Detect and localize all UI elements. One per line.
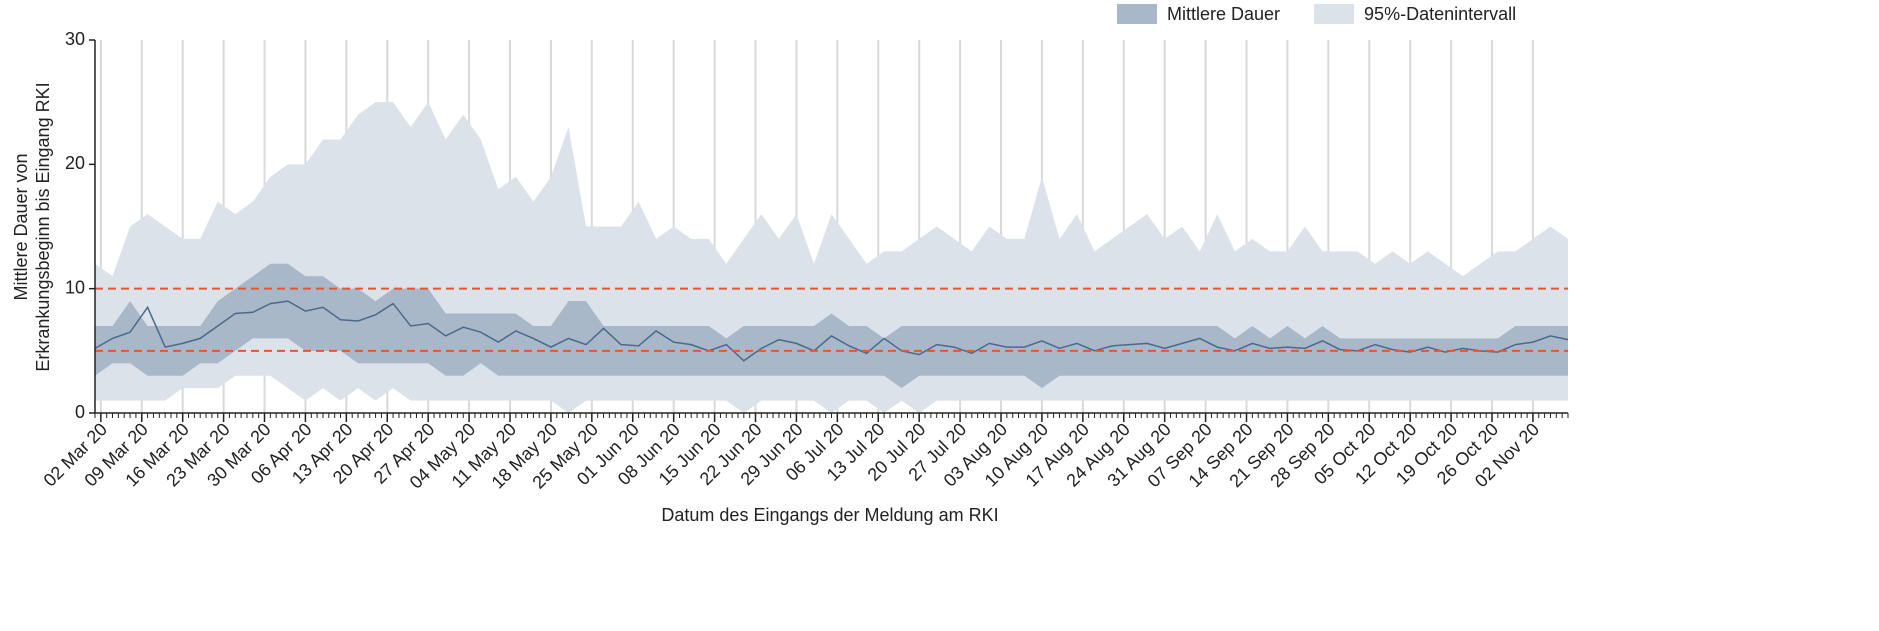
y-tick-label: 0 bbox=[75, 402, 85, 422]
y-axis-label: Mittlere Dauer von Erkrankungsbeginn bis… bbox=[11, 82, 53, 371]
y-axis-label-line: Mittlere Dauer von bbox=[11, 153, 31, 300]
y-tick-label: 20 bbox=[65, 153, 85, 173]
legend-label: 95%-Datenintervall bbox=[1364, 4, 1516, 24]
legend-swatch bbox=[1314, 4, 1355, 24]
x-axis-label: Datum des Eingangs der Meldung am RKI bbox=[661, 505, 998, 525]
legend-label: Mittlere Dauer bbox=[1167, 4, 1280, 24]
y-tick-label: 30 bbox=[65, 29, 85, 49]
band-area bbox=[95, 263, 1568, 389]
y-axis-label-line: Erkrankungsbeginn bis Eingang RKI bbox=[33, 82, 53, 371]
y-tick-label: 10 bbox=[65, 277, 85, 297]
median-line bbox=[94, 300, 1569, 362]
legend-swatch bbox=[1117, 4, 1157, 24]
